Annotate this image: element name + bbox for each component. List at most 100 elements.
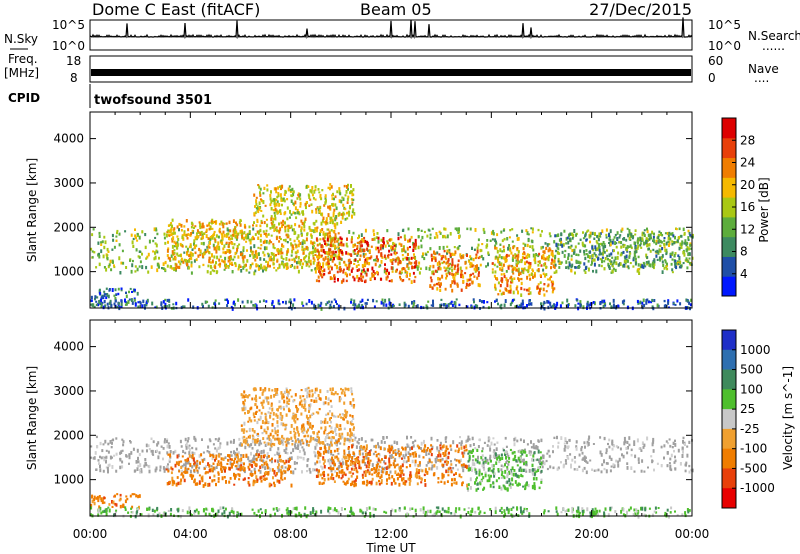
echo-cell (459, 266, 462, 271)
echo-cell (399, 277, 402, 281)
echo-cell (270, 217, 273, 221)
echo-cell (518, 304, 521, 307)
echo-cell (555, 242, 558, 247)
echo-cell (333, 298, 336, 301)
echo-cell (241, 234, 244, 239)
echo-cell (667, 299, 670, 303)
echo-cell (120, 261, 123, 265)
echo-cell (264, 443, 267, 447)
echo-cell (617, 263, 620, 267)
echo-cell (108, 289, 111, 292)
echo-cell (537, 254, 540, 258)
echo-cell (649, 249, 652, 253)
echo-cell (100, 305, 103, 309)
echo-cell (582, 231, 584, 234)
echo-cell (177, 481, 180, 486)
echo-cell (656, 258, 659, 261)
echo-cell (418, 261, 421, 265)
echo-cell (364, 259, 367, 263)
echo-cell (451, 272, 454, 276)
echo-cell (460, 274, 463, 279)
echo-cell (248, 468, 251, 471)
echo-cell (371, 238, 374, 241)
echo-cell (222, 230, 225, 234)
echo-cell (168, 298, 170, 302)
echo-cell (398, 303, 401, 306)
echo-cell (241, 396, 244, 399)
echo-cell (333, 244, 336, 249)
echo-cell (420, 468, 423, 473)
echo-cell (381, 256, 384, 259)
echo-cell (346, 273, 348, 278)
echo-cell (584, 256, 587, 261)
echo-cell (278, 222, 280, 226)
echo-cell (634, 454, 637, 459)
echo-cell (575, 445, 578, 449)
echo-cell (382, 436, 385, 440)
echo-cell (584, 266, 587, 270)
echo-cell (319, 441, 322, 445)
echo-cell (342, 278, 345, 283)
echo-cell (290, 424, 293, 428)
echo-cell (439, 441, 442, 445)
echo-cell (639, 264, 642, 268)
echo-cell (267, 421, 270, 424)
echo-cell (146, 298, 149, 303)
echo-cell (589, 231, 592, 236)
echo-cell (273, 470, 276, 475)
echo-cell (111, 442, 113, 445)
echo-cell (328, 443, 331, 448)
echo-cell (301, 424, 304, 429)
echo-cell (303, 435, 306, 438)
echo-cell (273, 254, 276, 257)
echo-cell (406, 271, 409, 275)
echo-cell (390, 456, 393, 459)
echo-cell (256, 307, 259, 311)
echo-cell (258, 409, 261, 412)
echo-cell (106, 302, 109, 306)
echo-cell (257, 433, 260, 437)
echo-cell (93, 456, 96, 460)
echo-cell (284, 189, 287, 193)
echo-cell (587, 438, 590, 441)
echo-cell (234, 225, 237, 228)
echo-cell (503, 272, 506, 275)
echo-cell (432, 303, 435, 307)
echo-cell (473, 467, 476, 470)
echo-cell (228, 241, 231, 245)
echo-cell (132, 244, 135, 248)
echo-cell (223, 222, 226, 225)
echo-cell (634, 250, 637, 254)
echo-cell (202, 241, 205, 246)
echo-cell (275, 202, 278, 207)
echo-cell (674, 252, 677, 255)
echo-cell (131, 240, 134, 245)
echo-cell (114, 297, 117, 300)
echo-cell (183, 225, 186, 228)
echo-cell (603, 467, 606, 471)
echo-cell (451, 258, 454, 262)
echo-cell (686, 241, 689, 245)
echo-cell (593, 469, 596, 472)
echo-cell (358, 268, 361, 272)
echo-cell (548, 247, 551, 250)
echo-cell (328, 425, 331, 428)
echo-cell (113, 454, 116, 457)
echo-cell (579, 238, 582, 241)
echo-cell (299, 197, 302, 201)
echo-cell (300, 399, 303, 403)
echo-cell (575, 446, 578, 451)
echo-cell (322, 231, 325, 234)
echo-cell (628, 256, 631, 259)
echo-cell (233, 438, 235, 443)
echo-cell (544, 257, 547, 261)
echo-cell (386, 275, 389, 279)
echo-cell (305, 201, 308, 204)
echo-cell (309, 470, 312, 474)
echo-cell (164, 260, 167, 265)
echo-cell (268, 437, 271, 442)
echo-cell (173, 267, 176, 272)
echo-cell (90, 295, 93, 300)
echo-cell (507, 246, 510, 251)
echo-cell (281, 224, 283, 229)
